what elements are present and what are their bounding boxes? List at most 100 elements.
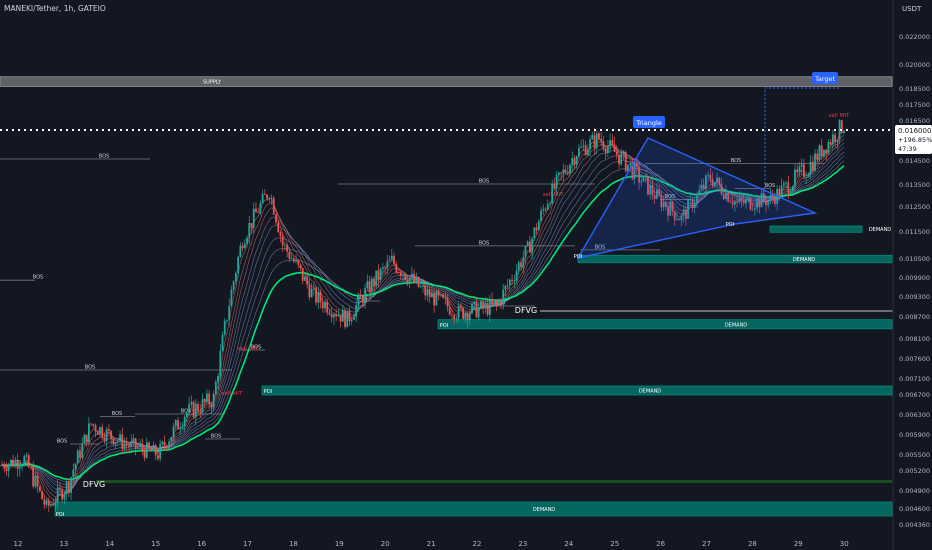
candle-body — [239, 245, 242, 258]
candle-body — [123, 444, 126, 450]
candle-body — [647, 176, 649, 195]
candle-body — [199, 411, 202, 413]
candle-body — [3, 464, 6, 469]
candle-body — [834, 134, 836, 142]
candle-body — [635, 162, 638, 167]
candle-body — [261, 194, 264, 204]
candle-body — [738, 198, 741, 203]
candle-body — [446, 298, 449, 307]
candle-body — [767, 199, 770, 206]
candle-body — [210, 404, 213, 408]
poi-label: POI — [56, 512, 64, 518]
candle-body — [208, 393, 211, 405]
candle-body — [56, 487, 59, 503]
candle-body — [729, 201, 732, 203]
y-tick-label: 0.013500 — [899, 181, 930, 189]
y-tick-label: 0.005500 — [899, 451, 930, 459]
current-price-badge: 0.016000 +196.85% 47:39 — [895, 125, 932, 154]
candle-body — [504, 285, 507, 290]
x-tick-label: 22 — [473, 540, 482, 548]
candle-body — [747, 197, 750, 200]
candle-body — [540, 210, 542, 222]
candle-body — [203, 399, 206, 402]
candle-body — [163, 441, 166, 446]
currency-label[interactable]: USDT — [902, 5, 922, 13]
candle-body — [308, 284, 311, 298]
candle-body — [268, 198, 271, 200]
candle-body — [609, 140, 612, 147]
candle-body — [152, 445, 155, 452]
candle-body — [30, 467, 32, 468]
current-price: 0.016000 — [898, 127, 931, 135]
candle-body — [551, 183, 554, 204]
candle-body — [304, 276, 306, 281]
candle-body — [390, 255, 393, 261]
y-tick-label: 0.004900 — [899, 487, 930, 495]
candle-body — [480, 301, 482, 308]
candle-body — [555, 175, 558, 189]
candle-body — [54, 502, 57, 506]
candle-body — [34, 475, 37, 487]
candle-body — [279, 232, 282, 237]
sell-mit-label: sell MIT — [238, 346, 259, 352]
candle-body — [292, 258, 295, 262]
candle-body — [522, 257, 525, 268]
candle-body — [791, 186, 794, 192]
candle-body — [47, 500, 50, 506]
candle-body — [526, 241, 529, 246]
sell-mit-label: sell MIT — [222, 391, 243, 397]
candle-body — [386, 261, 389, 268]
candle-body — [640, 181, 643, 183]
y-tick-label: 0.008100 — [899, 335, 930, 343]
candle-body — [408, 277, 411, 284]
candle-body — [99, 427, 101, 435]
candle-body — [154, 445, 157, 456]
candle-body — [172, 426, 175, 437]
candle-body — [508, 279, 511, 286]
candle-body — [439, 294, 442, 296]
candle-body — [150, 448, 153, 452]
candle-body — [673, 211, 676, 220]
target-tag — [812, 72, 838, 84]
y-tick-label: 0.011500 — [899, 228, 930, 236]
poi-label: POI — [440, 323, 448, 329]
candle-body — [125, 444, 128, 446]
price-axis[interactable] — [893, 0, 932, 550]
candle-body — [101, 427, 104, 438]
candle-body — [179, 427, 182, 430]
zone-label: DEMAND — [533, 507, 555, 513]
zone-label: DEMAND — [793, 257, 815, 263]
candle-body — [696, 193, 698, 203]
candle-body — [259, 203, 262, 213]
y-tick-label: 0.006300 — [899, 411, 930, 419]
candle-body — [402, 274, 404, 277]
candle-body — [473, 301, 476, 304]
candle-body — [553, 183, 556, 189]
candle-body — [21, 465, 23, 467]
candle-body — [796, 169, 799, 173]
candle-body — [246, 237, 248, 244]
candle-body — [488, 299, 491, 315]
candle-body — [820, 145, 823, 157]
candle-body — [41, 490, 43, 500]
candle-body — [745, 199, 747, 204]
candle-body — [290, 258, 293, 260]
candle-body — [560, 172, 563, 174]
candle-body — [557, 172, 560, 176]
candle-body — [731, 202, 734, 205]
candle-body — [157, 455, 159, 459]
candle-body — [18, 466, 21, 469]
candle-body — [704, 175, 707, 189]
candle-body — [569, 164, 571, 174]
candle-body — [740, 198, 743, 201]
candle-body — [119, 434, 121, 442]
candle-body — [243, 243, 246, 249]
candle-body — [168, 441, 170, 448]
candle-body — [562, 169, 565, 174]
candle-body — [410, 273, 413, 278]
y-tick-label: 0.005200 — [899, 467, 930, 475]
candle-body — [520, 262, 522, 268]
candle-body — [165, 445, 168, 448]
candle-body — [655, 189, 658, 199]
